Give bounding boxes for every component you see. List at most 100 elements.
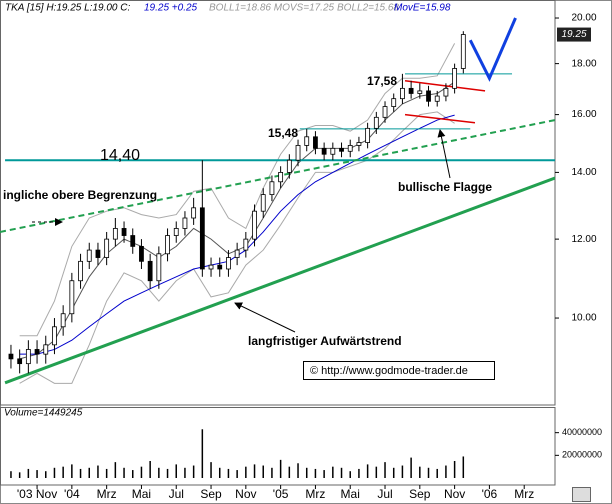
volume-bar — [262, 465, 264, 478]
candle-body — [25, 349, 31, 365]
volume-bar — [79, 468, 82, 478]
volume-plot — [10, 429, 465, 478]
x-tick-label: Jul — [169, 487, 184, 501]
corner-icon[interactable] — [572, 487, 591, 502]
overlay-line — [19, 111, 455, 384]
header-close: 19.25 +0.25 — [144, 3, 198, 14]
x-tick-label: '06 — [482, 487, 498, 501]
volume-tick-label: 20000000 — [562, 450, 602, 460]
header-bollinger2: BOLL2=15.68 — [337, 3, 399, 14]
candle-body — [295, 145, 301, 161]
volume-bar — [332, 466, 334, 478]
x-tick-label: Mrz — [514, 487, 534, 501]
y-tick-label: 12.00 — [571, 234, 596, 245]
trend-line — [0, 119, 555, 233]
candle-body — [182, 217, 188, 229]
volume-bar — [227, 468, 230, 478]
candle-body — [60, 313, 66, 328]
candle-body — [400, 87, 405, 100]
volume-bar — [175, 464, 177, 478]
x-tick-label: '04 — [64, 487, 80, 501]
x-tick-label: Sep — [409, 487, 431, 501]
trend-line — [404, 113, 476, 124]
candle-body — [452, 68, 458, 89]
candle-body — [330, 147, 336, 155]
volume-bar — [192, 465, 195, 478]
candle-body — [339, 147, 344, 152]
y-tick-label: 18.00 — [571, 58, 596, 69]
annotation: ingliche obere Begrenzung — [3, 188, 157, 202]
volume-bar — [392, 467, 395, 478]
candle-body — [34, 349, 40, 355]
candle-body — [426, 90, 431, 102]
volume-bar — [375, 466, 378, 478]
overlay-line — [19, 43, 456, 337]
volume-bar — [427, 467, 430, 478]
candle-body — [408, 87, 414, 94]
volume-bar — [88, 467, 91, 478]
x-tick-label: Mrz — [305, 487, 325, 501]
candle-body — [121, 228, 127, 236]
volume-bar — [158, 467, 160, 478]
candle-body — [321, 147, 327, 155]
volume-bar — [279, 459, 282, 478]
y-tick-label: 16.00 — [571, 109, 596, 120]
level-label: 14,40 — [100, 147, 140, 164]
volume-bar — [201, 429, 204, 478]
volume-bar — [71, 464, 73, 478]
annotation-arrow — [437, 129, 451, 179]
volume-bar — [419, 466, 421, 478]
volume-bar — [453, 461, 456, 478]
candle-body — [208, 264, 214, 270]
candle-body — [286, 159, 292, 173]
volume-bar — [27, 468, 30, 478]
volume-bar — [218, 467, 221, 478]
volume-bar — [358, 468, 360, 478]
candle-body — [234, 249, 240, 258]
volume-bar — [445, 465, 447, 478]
trend-line — [404, 80, 486, 92]
candle-body — [443, 87, 449, 97]
volume-bar — [462, 456, 465, 478]
volume-bar — [166, 468, 169, 478]
candle-body — [17, 358, 23, 365]
copyright: © http://www.godmode-trader.de — [310, 365, 468, 377]
candle-body — [86, 249, 92, 262]
candle-body — [278, 172, 284, 183]
volume-tick-label: 40000000 — [562, 427, 602, 437]
candle-body — [260, 194, 266, 212]
volume-bar — [384, 462, 386, 478]
volume-bar — [105, 468, 108, 478]
volume-bar — [410, 457, 412, 478]
candle-body — [165, 235, 170, 255]
candle-body — [304, 136, 310, 146]
volume-bar — [297, 463, 299, 478]
y-tick-label: 14.00 — [571, 167, 596, 178]
volume-bar — [18, 472, 21, 478]
candle-body — [356, 142, 362, 146]
volume-bar — [210, 462, 212, 478]
candle-body — [313, 136, 318, 149]
volume-bar — [131, 470, 134, 478]
level-label: 17,58 — [367, 74, 397, 88]
header-symbol: TKA [15] H:19.25 L:19.00 C: — [5, 3, 130, 14]
candle-body — [417, 90, 423, 94]
candle-body — [434, 95, 440, 102]
volume-bar — [45, 471, 47, 478]
volume-bar — [323, 470, 325, 478]
candle-body — [147, 260, 153, 282]
candle-body — [191, 207, 197, 219]
candle-body — [460, 34, 466, 69]
x-tick-label: '03 Nov — [17, 487, 57, 501]
volume-bar — [97, 465, 99, 478]
trend-line — [4, 176, 555, 385]
x-tick-label: Mrz — [97, 487, 117, 501]
candle-body — [269, 181, 275, 196]
volume-bar — [140, 466, 143, 478]
volume-bar — [149, 461, 151, 478]
y-tick-label: 20.00 — [571, 13, 596, 24]
level-label: 15,48 — [268, 126, 298, 140]
x-tick-label: Jul — [377, 487, 392, 501]
